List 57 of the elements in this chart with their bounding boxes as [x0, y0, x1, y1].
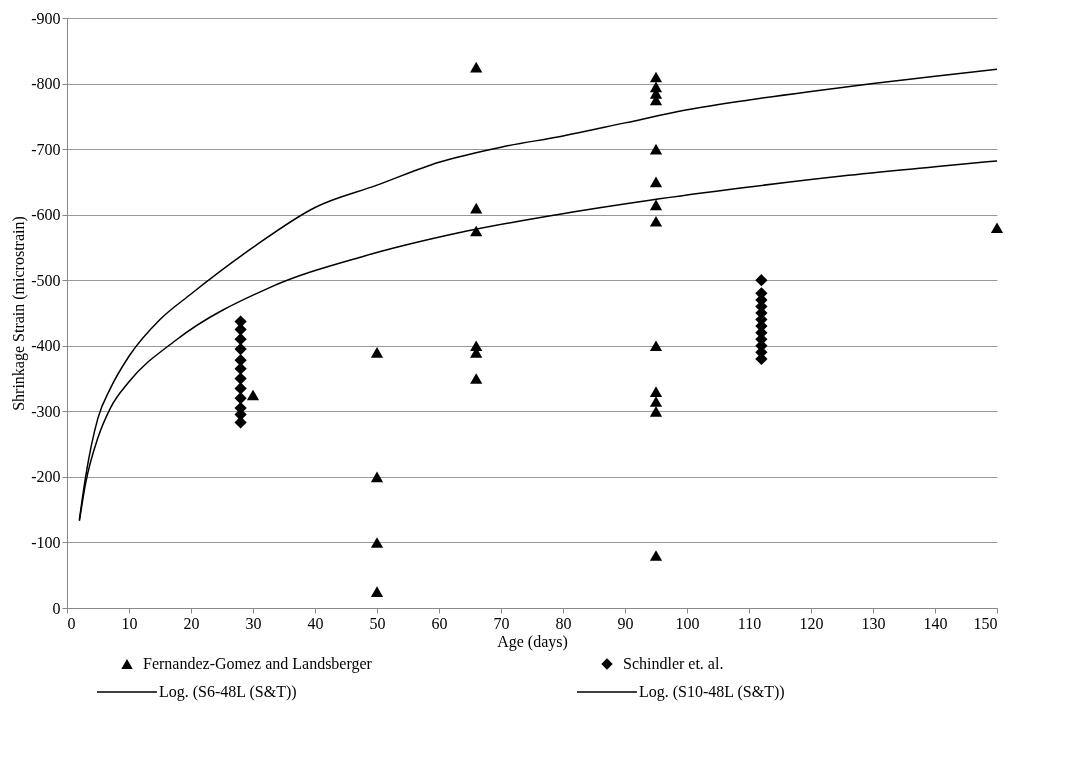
x-tick-label: 0: [67, 614, 76, 632]
point: [370, 471, 384, 483]
x-tick-label: 10: [121, 614, 138, 632]
x-tick-label: 150: [973, 614, 998, 632]
point: [234, 333, 247, 346]
x-tick-label: 80: [555, 614, 572, 632]
x-tick-label: 120: [799, 614, 824, 632]
x-tick-label: 110: [737, 614, 762, 632]
x-tick-label: 40: [307, 614, 324, 632]
point: [649, 215, 663, 227]
y-tick-label: -300: [31, 402, 61, 420]
point: [470, 202, 483, 214]
x-tick-label: 50: [369, 614, 386, 632]
legend-label: Log. (S10-48L (S&T)): [639, 683, 785, 701]
y-tick-label: -500: [31, 271, 61, 289]
legend-label: Log. (S6-48L (S&T)): [159, 683, 297, 701]
y-tick-label: -200: [31, 468, 61, 486]
point: [649, 340, 663, 352]
point: [649, 71, 663, 83]
point: [470, 373, 483, 384]
point: [649, 406, 663, 417]
y-tick-label: -400: [31, 337, 61, 355]
legend-label: Schindler et. al.: [623, 655, 724, 672]
y-tick-label: -900: [31, 9, 61, 27]
y-tick-label: 0: [52, 599, 61, 617]
y-axis-title: Shrinkage Strain (microstrain): [10, 216, 29, 411]
point: [649, 199, 663, 211]
point: [990, 222, 1004, 234]
legend-label: Fernandez-Gomez and Landsberger: [143, 655, 373, 673]
x-tick-label: 130: [861, 614, 886, 632]
point: [470, 61, 483, 73]
x-tick-label: 60: [431, 614, 448, 632]
y-tick-label: -100: [31, 533, 61, 551]
x-axis-title: Age (days): [497, 632, 568, 651]
y-tick-label: -600: [31, 206, 61, 224]
point: [370, 586, 384, 597]
point: [755, 274, 768, 287]
x-tick-label: 20: [183, 614, 200, 632]
y-tick-label: -700: [31, 140, 61, 158]
x-tick-label: 70: [493, 614, 510, 632]
point: [246, 389, 260, 401]
y-tick-label: -800: [31, 75, 61, 93]
point: [649, 386, 663, 397]
point: [649, 396, 663, 407]
point: [649, 176, 663, 188]
point: [234, 382, 247, 395]
x-tick-label: 100: [675, 614, 700, 632]
point: [649, 143, 663, 155]
point: [234, 342, 247, 356]
point: [234, 392, 247, 405]
x-tick-label: 140: [923, 614, 948, 632]
point: [370, 347, 384, 358]
point: [370, 537, 384, 548]
x-tick-label: 30: [245, 614, 262, 632]
x-tick-label: 90: [617, 614, 634, 632]
point: [234, 372, 247, 385]
point: [649, 550, 663, 561]
